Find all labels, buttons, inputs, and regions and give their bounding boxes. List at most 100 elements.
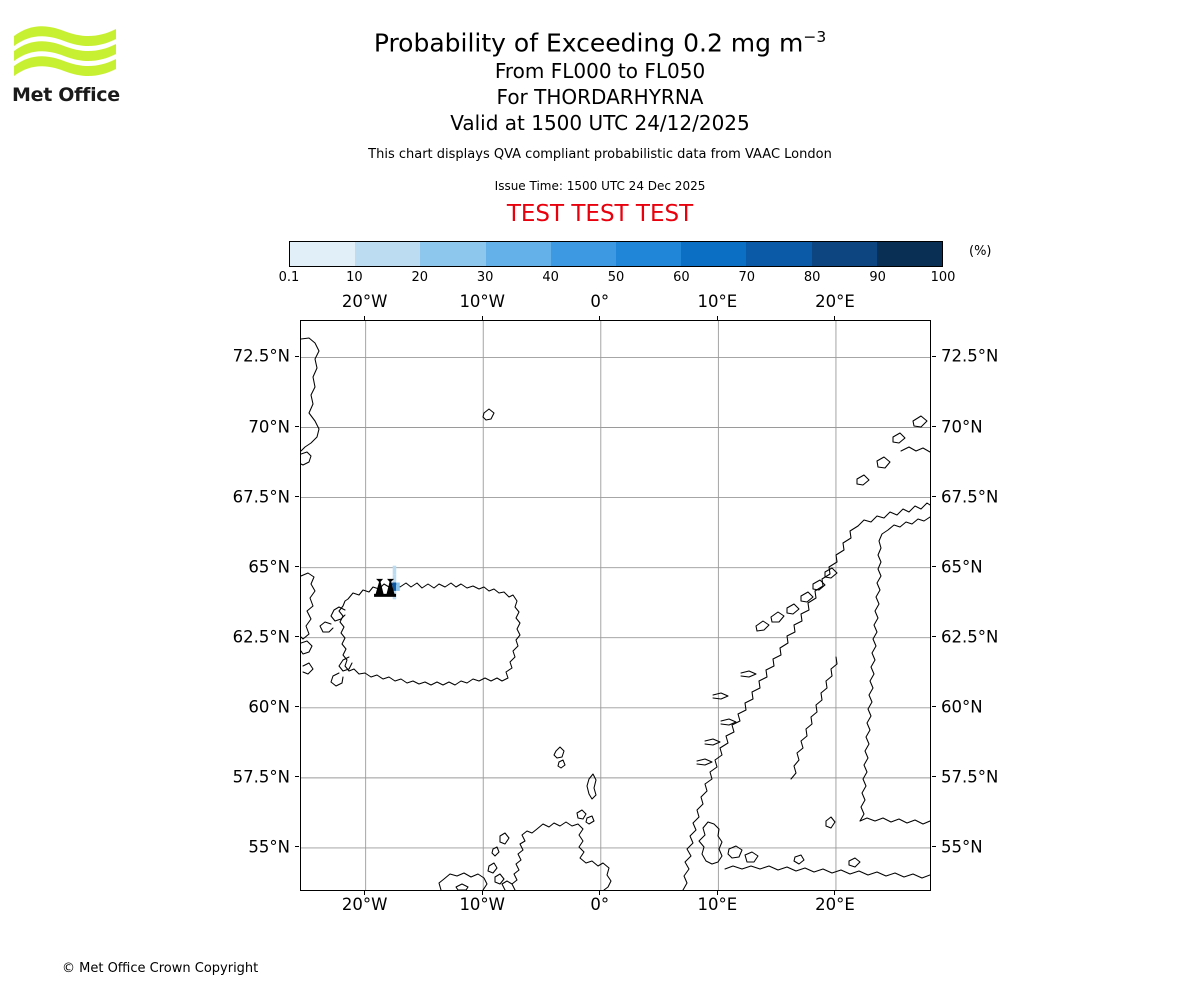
lon-tick-top-10°E bbox=[716, 316, 718, 320]
lat-label-right-70°N: 70°N bbox=[941, 417, 983, 436]
lat-label-left-60°N: 60°N bbox=[248, 697, 290, 717]
lat-label-right-72.5°N: 72.5°N bbox=[941, 346, 999, 366]
colorbar-tick-50: 50 bbox=[607, 270, 625, 285]
chart-header: Probability of Exceeding 0.2 mg m−3 From… bbox=[0, 22, 1200, 227]
lat-label-left-57.5°N: 57.5°N bbox=[232, 767, 290, 787]
colorbar-tick-90: 90 bbox=[869, 270, 886, 285]
volcano-glyph-base bbox=[374, 593, 397, 597]
colorbar-tick-100: 100 bbox=[930, 270, 956, 285]
lat-label-right-57.5°N: 57.5°N bbox=[941, 767, 999, 787]
colorbar-segment-1 bbox=[355, 242, 421, 266]
lat-label-right-60°N: 60°N bbox=[941, 697, 983, 717]
lat-tick-right-62.5°N bbox=[932, 636, 936, 638]
lon-label-bottom-20°W: 20°W bbox=[341, 895, 388, 914]
page-title-text: Probability of Exceeding 0.2 mg m bbox=[373, 28, 804, 58]
colorbar-segment-7 bbox=[746, 242, 812, 266]
lat-label-left-62.5°N: 62.5°N bbox=[232, 627, 290, 647]
colorbar-tick-labels: 0.1 10 20 30 40 50 60 70 80 90 100 bbox=[279, 267, 956, 289]
lon-tick-bottom-10°E bbox=[716, 891, 718, 895]
lon-label-top-20°E: 20°E bbox=[815, 292, 855, 311]
lat-tick-right-65°N bbox=[932, 566, 936, 568]
lat-label-right-62.5°N: 62.5°N bbox=[941, 627, 999, 647]
colorbar-segment-6 bbox=[681, 242, 747, 266]
colorbar-tick-70: 70 bbox=[738, 270, 756, 285]
lat-tick-left-67.5°N bbox=[295, 496, 299, 498]
colorbar-tick-0.1: 0.1 bbox=[278, 270, 300, 285]
ash-cell-4 bbox=[396, 582, 400, 591]
map-coastlines bbox=[301, 337, 930, 890]
map-gridlines bbox=[301, 321, 930, 890]
colorbar-segment-9 bbox=[876, 242, 943, 266]
met-office-logo-text: Met Office bbox=[12, 84, 120, 106]
volcano-subtitle: For THORDARHYRNA bbox=[496, 85, 704, 110]
lat-tick-left-55°N bbox=[295, 846, 299, 848]
colorbar: 0.1 10 20 30 40 50 60 70 80 90 100 (%) bbox=[279, 241, 992, 289]
lon-label-bottom-10°E: 10°E bbox=[697, 895, 738, 914]
ash-cell-1 bbox=[392, 574, 397, 583]
colorbar-gradient bbox=[289, 241, 943, 267]
page-title: Probability of Exceeding 0.2 mg m−3 bbox=[0, 22, 1200, 58]
lon-label-top-0°: 0° bbox=[590, 292, 610, 311]
lon-label-bottom-20°E: 20°E bbox=[815, 895, 855, 914]
met-office-logo: Met Office bbox=[12, 22, 122, 112]
lon-label-bottom-10°W: 10°W bbox=[459, 895, 505, 914]
lon-label-top-10°E: 10°E bbox=[697, 292, 738, 311]
lon-label-bottom-0°: 0° bbox=[590, 895, 610, 914]
lat-label-right-55°N: 55°N bbox=[941, 837, 983, 857]
colorbar-segment-2 bbox=[420, 242, 486, 266]
lon-tick-top-20°W bbox=[364, 316, 366, 320]
lon-label-top-20°W: 20°W bbox=[341, 292, 388, 311]
issue-time: Issue Time: 1500 UTC 24 Dec 2025 bbox=[494, 179, 706, 194]
valid-time-subtitle: Valid at 1500 UTC 24/12/2025 bbox=[450, 111, 750, 136]
lat-label-right-65°N: 65°N bbox=[941, 557, 983, 577]
qva-note: This chart displays QVA compliant probab… bbox=[368, 147, 832, 163]
colorbar-segment-5 bbox=[616, 242, 682, 266]
lat-label-right-67.5°N: 67.5°N bbox=[941, 487, 999, 507]
colorbar-tick-30: 30 bbox=[476, 270, 494, 285]
colorbar-segment-0 bbox=[290, 242, 356, 266]
lat-tick-left-57.5°N bbox=[295, 776, 299, 778]
colorbar-tick-10: 10 bbox=[346, 270, 363, 285]
colorbar-tick-40: 40 bbox=[542, 270, 559, 285]
lat-label-left-65°N: 65°N bbox=[248, 557, 290, 577]
colorbar-segment-3 bbox=[485, 242, 551, 266]
lon-tick-top-10°W bbox=[481, 316, 483, 320]
lat-label-left-72.5°N: 72.5°N bbox=[232, 346, 290, 366]
colorbar-tick-60: 60 bbox=[673, 270, 690, 285]
lon-tick-bottom-10°W bbox=[481, 891, 483, 895]
lat-tick-right-60°N bbox=[932, 706, 936, 708]
lon-label-top-10°W: 10°W bbox=[459, 292, 505, 311]
lon-tick-bottom-20°E bbox=[834, 891, 836, 895]
lat-tick-right-55°N bbox=[932, 846, 936, 848]
test-banner: TEST TEST TEST bbox=[506, 201, 694, 228]
lat-tick-right-72.5°N bbox=[932, 355, 936, 357]
lat-tick-right-70°N bbox=[932, 426, 936, 427]
lon-tick-top-20°E bbox=[834, 316, 836, 320]
colorbar-tick-20: 20 bbox=[411, 270, 429, 285]
met-office-wave-mark bbox=[14, 26, 116, 77]
lat-label-left-55°N: 55°N bbox=[248, 837, 290, 857]
lon-tick-bottom-0° bbox=[599, 891, 601, 895]
lat-tick-left-65°N bbox=[295, 566, 299, 568]
lat-tick-left-70°N bbox=[295, 426, 299, 427]
copyright-notice: © Met Office Crown Copyright bbox=[62, 961, 259, 976]
colorbar-segment-4 bbox=[550, 242, 617, 266]
colorbar-tick-80: 80 bbox=[803, 270, 821, 285]
lat-label-left-67.5°N: 67.5°N bbox=[232, 487, 290, 507]
lat-label-left-70°N: 70°N bbox=[248, 417, 290, 436]
volcano-glyph-left bbox=[375, 578, 385, 596]
colorbar-unit-label: (%) bbox=[969, 244, 992, 259]
lat-tick-left-72.5°N bbox=[295, 355, 299, 357]
lat-tick-left-62.5°N bbox=[295, 636, 299, 638]
map-panel[interactable] bbox=[300, 320, 931, 891]
lat-tick-right-67.5°N bbox=[932, 496, 936, 498]
ash-cell-3 bbox=[392, 582, 397, 591]
colorbar-segment-8 bbox=[811, 242, 877, 266]
volcano-marker-icon bbox=[374, 578, 397, 597]
page-title-superscript: −3 bbox=[803, 28, 827, 46]
ash-cell-0 bbox=[392, 565, 397, 575]
volcano-glyph-right bbox=[386, 578, 396, 596]
lat-tick-right-57.5°N bbox=[932, 776, 936, 778]
lon-tick-bottom-20°W bbox=[364, 891, 366, 895]
lon-tick-top-0° bbox=[599, 316, 601, 320]
